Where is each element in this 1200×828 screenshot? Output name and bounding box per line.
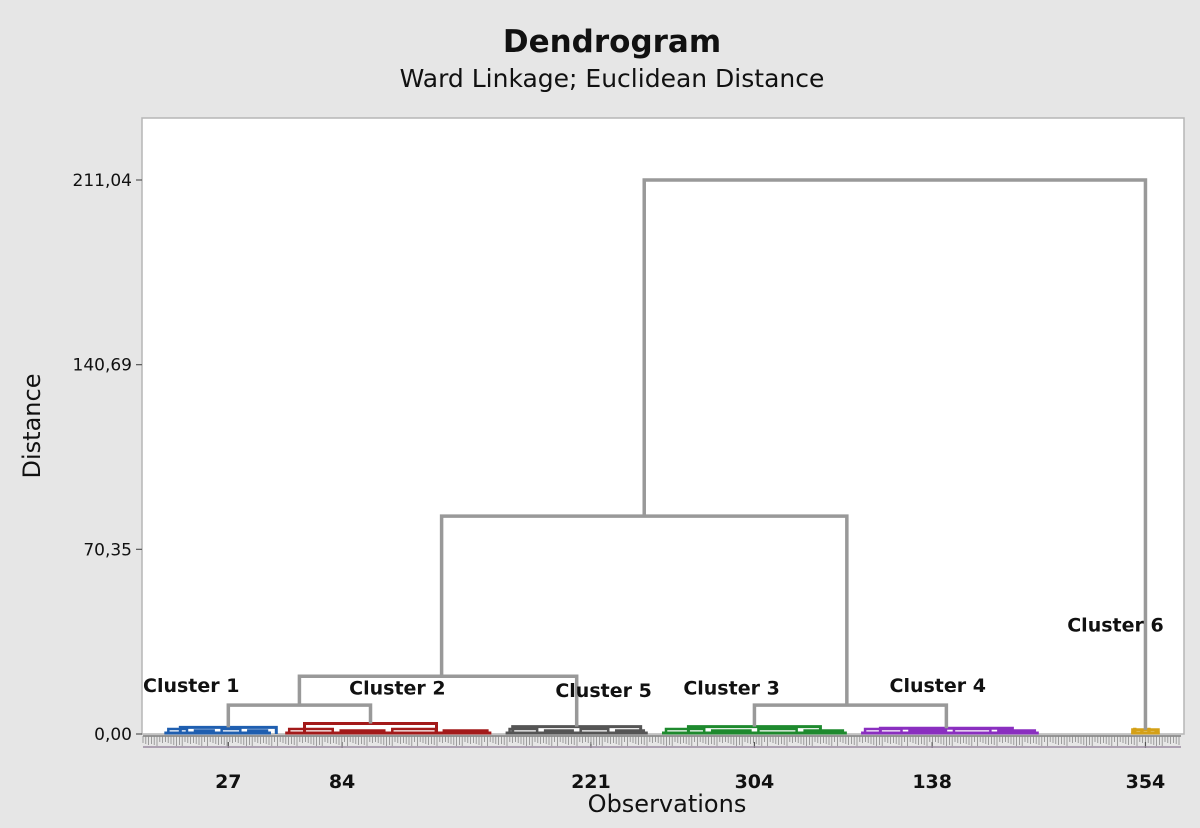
merge-link [297, 674, 579, 727]
merge-link [752, 703, 949, 729]
cluster-bracket [1131, 728, 1160, 734]
cluster-label: Cluster 4 [890, 675, 986, 697]
leaf-baseline [142, 735, 1181, 748]
cluster-submerge [803, 729, 845, 734]
x-tick-label: 304 [735, 771, 775, 793]
cluster-submerge [543, 729, 574, 734]
cluster-branch [1131, 727, 1160, 735]
y-tick-label: 140,69 [73, 356, 132, 376]
cluster-branch [285, 722, 492, 735]
cluster-label: Cluster 2 [349, 678, 445, 700]
cluster-submerge [220, 727, 242, 734]
cluster-submerge [579, 727, 610, 734]
y-tick-label: 0,00 [94, 725, 132, 745]
cluster-label: Cluster 3 [683, 678, 779, 700]
cluster-labels: Cluster 1 Cluster 2 Cluster 5 Cluster 3 Clus… [143, 615, 1164, 703]
y-tick-label: 211,04 [73, 171, 132, 191]
cluster-branch [164, 725, 278, 735]
x-tick-label: 84 [329, 771, 355, 793]
x-tick-label: 354 [1126, 771, 1166, 793]
chart-title: Dendrogram [503, 24, 721, 60]
cluster-bracket [303, 722, 439, 734]
cluster-branch [505, 725, 648, 735]
chart-subtitle: Ward Linkage; Euclidean Distance [400, 64, 825, 93]
y-tick-label: 70,35 [83, 540, 132, 560]
cluster-submerge [508, 727, 539, 734]
merge-link [226, 703, 373, 728]
cluster-branch [662, 725, 847, 735]
cluster-submerge [193, 729, 215, 734]
cluster-submerge [167, 727, 189, 734]
cluster-submerge [614, 729, 646, 734]
merge-links [226, 178, 1148, 730]
plot-area [141, 117, 1185, 735]
y-axis: 0,00 70,35 140,69 211,04 [73, 171, 142, 745]
cluster-submerge [339, 729, 386, 734]
cluster-branch [861, 726, 1039, 735]
x-tick-label: 27 [215, 771, 241, 793]
x-tick-label: 138 [912, 771, 952, 793]
y-axis-label: Distance [18, 374, 46, 479]
x-axis-label: Observations [588, 790, 747, 818]
cluster-submerge [757, 727, 798, 734]
x-tick-label: 221 [571, 771, 611, 793]
cluster-submerge [997, 729, 1037, 734]
cluster-submerge [247, 729, 269, 734]
cluster-bracket [511, 725, 643, 734]
cluster-submerge [908, 729, 948, 734]
cluster-submerge [442, 729, 489, 734]
cluster-bracket [878, 726, 1014, 734]
cluster-submerge [287, 727, 334, 734]
leaf-ticks [142, 736, 1180, 746]
cluster-submerge [664, 727, 706, 734]
cluster-submerge [710, 729, 752, 734]
cluster-label: Cluster 6 [1067, 615, 1163, 637]
x-axis: 27 84 221 304 138 354 [215, 742, 1165, 793]
cluster-bracket [686, 725, 822, 734]
merge-link [642, 178, 1148, 730]
cluster-label: Cluster 5 [555, 680, 651, 702]
cluster-label: Cluster 1 [143, 675, 239, 697]
cluster-branches [164, 722, 1160, 735]
